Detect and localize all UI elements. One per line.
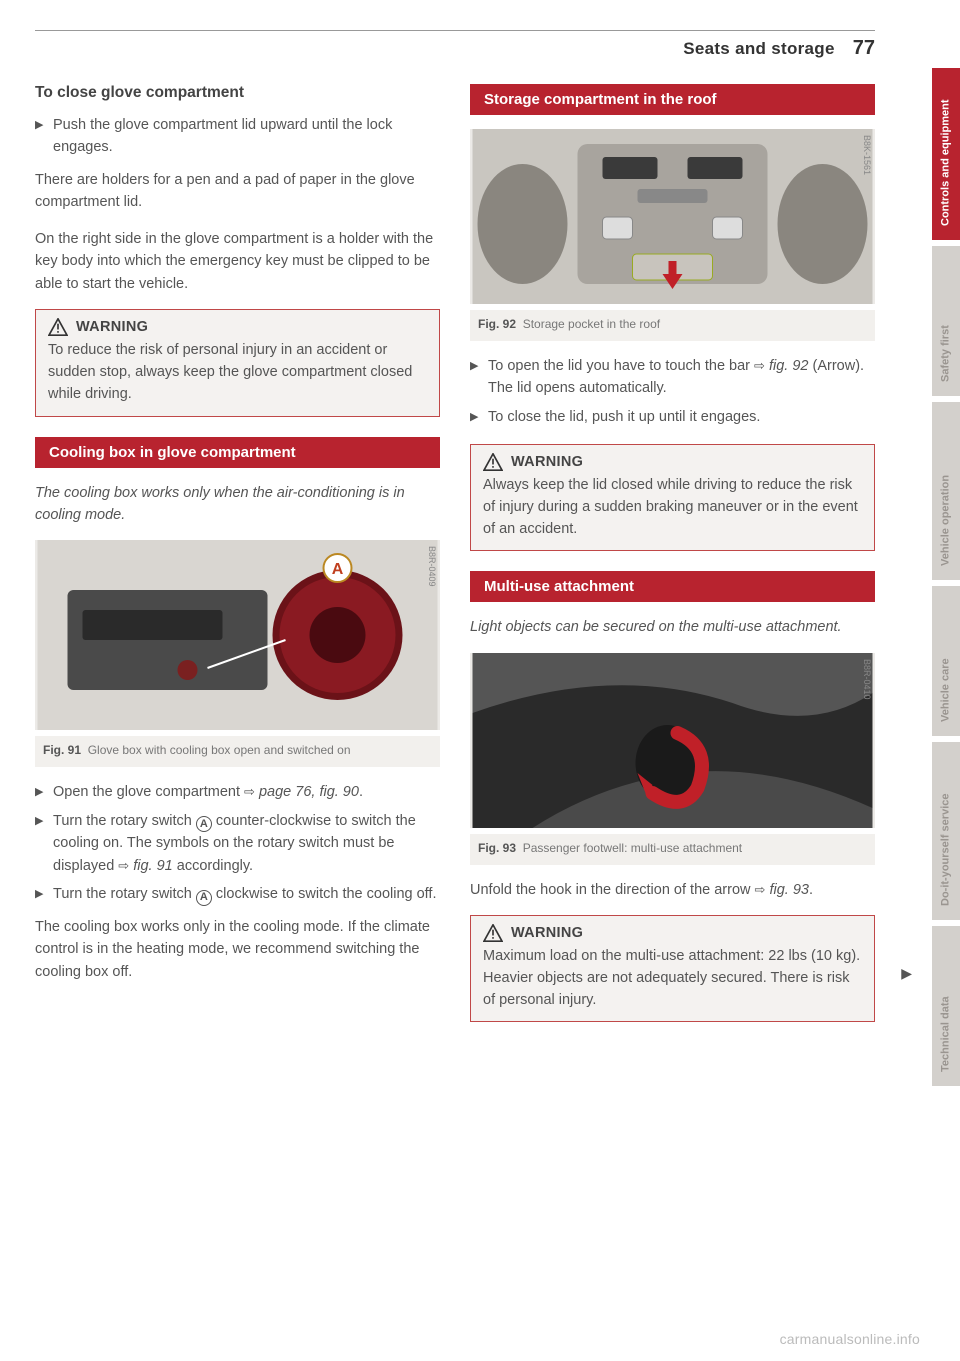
watermark: carmanualsonline.info [780, 1331, 920, 1347]
list-item: ▶ Turn the rotary switch A clockwise to … [35, 883, 440, 906]
figure-label: Fig. 91 [43, 743, 81, 757]
warning-triangle-icon [483, 453, 503, 471]
tab-vehicle-care[interactable]: Vehicle care [932, 586, 960, 736]
bullet-text: Open the glove compartment ⇨ page 76, fi… [53, 781, 440, 803]
section-banner-cooling: Cooling box in glove compartment [35, 437, 440, 468]
warning-body: To reduce the risk of personal injury in… [36, 340, 439, 415]
warning-title: WARNING [511, 925, 583, 941]
bullet-text: Push the glove compartment lid upward un… [53, 114, 440, 159]
bullet-icon: ▶ [470, 355, 488, 400]
paragraph: Unfold the hook in the direction of the … [470, 879, 875, 901]
bullet-icon: ▶ [35, 883, 53, 906]
subheading-close: To close glove compartment [35, 84, 440, 102]
tab-safety[interactable]: Safety first [932, 246, 960, 396]
bullet-icon: ▶ [35, 781, 53, 803]
tab-vehicle-operation[interactable]: Vehicle operation [932, 402, 960, 580]
intro-italic: The cooling box works only when the air-… [35, 482, 440, 527]
tab-diy[interactable]: Do-it-yourself service [932, 742, 960, 920]
warning-triangle-icon [48, 318, 68, 336]
figure-92-illustration [470, 129, 875, 304]
figure-label: Fig. 92 [478, 317, 516, 331]
list-item: ▶ Turn the rotary switch A counter-clock… [35, 810, 440, 877]
figure-92-caption: Fig. 92 Storage pocket in the roof [470, 310, 875, 341]
figure-93: B8R-0410 [470, 653, 875, 828]
paragraph: There are holders for a pen and a pad of… [35, 169, 440, 214]
warning-title: WARNING [511, 454, 583, 470]
figure-caption-text: Passenger footwell: multi-use attachment [523, 841, 742, 855]
list-item: ▶ To open the lid you have to touch the … [470, 355, 875, 400]
figure-code: B8K-1561 [862, 135, 872, 175]
figure-93-caption: Fig. 93 Passenger footwell: multi-use at… [470, 834, 875, 865]
callout-a-icon: A [196, 816, 212, 832]
bullet-text: Turn the rotary switch A clockwise to sw… [53, 883, 440, 906]
figure-92: B8K-1561 [470, 129, 875, 304]
warning-title: WARNING [76, 319, 148, 335]
bullet-text: To close the lid, push it up until it en… [488, 406, 875, 428]
bullet-icon: ▶ [470, 406, 488, 428]
figure-code: B8R-0409 [427, 546, 437, 587]
warning-body: Always keep the lid closed while driving… [471, 475, 874, 550]
tab-technical[interactable]: Technical data [932, 926, 960, 1086]
figure-93-illustration [470, 653, 875, 828]
figure-91: B8R-0409 A [35, 540, 440, 730]
section-banner-roof: Storage compartment in the roof [470, 84, 875, 115]
continue-arrow-icon: ▶ [901, 965, 912, 982]
page-number: 77 [853, 37, 875, 60]
warning-box: WARNING Maximum load on the multi-use at… [470, 915, 875, 1022]
figure-91-illustration: A [35, 540, 440, 730]
paragraph: The cooling box works only in the coolin… [35, 916, 440, 983]
bullet-icon: ▶ [35, 114, 53, 159]
figure-91-caption: Fig. 91 Glove box with cooling box open … [35, 736, 440, 767]
page-header: Seats and storage 77 [35, 37, 875, 60]
list-item: ▶ To close the lid, push it up until it … [470, 406, 875, 428]
section-banner-multi: Multi-use attachment [470, 571, 875, 602]
paragraph: On the right side in the glove compartme… [35, 228, 440, 295]
tab-controls[interactable]: Controls and equipment [932, 68, 960, 240]
warning-body: Maximum load on the multi-use attachment… [471, 946, 874, 1021]
figure-label: Fig. 93 [478, 841, 516, 855]
callout-a-icon: A [196, 890, 212, 906]
intro-italic: Light objects can be secured on the mult… [470, 616, 875, 638]
warning-triangle-icon [483, 924, 503, 942]
warning-box: WARNING To reduce the risk of personal i… [35, 309, 440, 416]
bullet-text: To open the lid you have to touch the ba… [488, 355, 875, 400]
right-column: Storage compartment in the roof B8K-1561 [470, 84, 875, 1022]
list-item: ▶ Push the glove compartment lid upward … [35, 114, 440, 159]
bullet-icon: ▶ [35, 810, 53, 877]
list-item: ▶ Open the glove compartment ⇨ page 76, … [35, 781, 440, 803]
side-tabs: Controls and equipment Safety first Vehi… [932, 68, 960, 1086]
warning-box: WARNING Always keep the lid closed while… [470, 444, 875, 551]
callout-letter: A [332, 561, 344, 578]
bullet-text: Turn the rotary switch A counter-clockwi… [53, 810, 440, 877]
figure-code: B8R-0410 [862, 659, 872, 700]
figure-caption-text: Glove box with cooling box open and swit… [88, 743, 351, 757]
figure-caption-text: Storage pocket in the roof [523, 317, 660, 331]
left-column: To close glove compartment ▶ Push the gl… [35, 84, 440, 1022]
header-title: Seats and storage [683, 39, 835, 59]
